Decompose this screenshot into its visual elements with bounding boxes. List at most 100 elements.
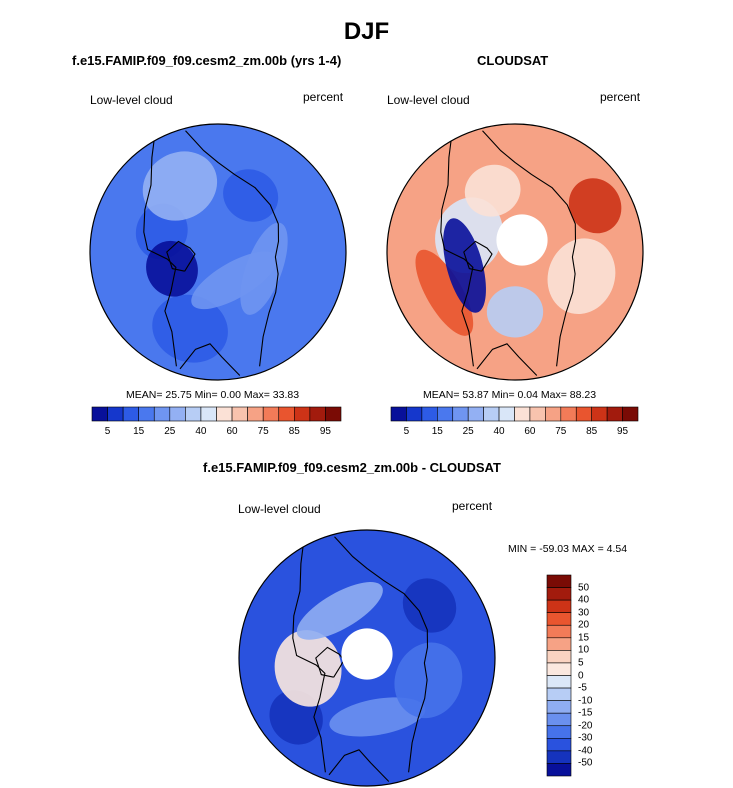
colorbar-tick-label: 95 [617,426,629,437]
coastline [440,141,474,367]
colorbar-swatch [437,406,454,422]
colorbar-tick-label: 40 [195,426,207,437]
colorbar-tick-label: 25 [164,426,176,437]
colorbar-swatch [231,406,248,422]
panel-obs-stats: MEAN= 53.87 Min= 0.04 Max= 88.23 [423,389,597,401]
colorbar-swatch [406,406,423,422]
coastline [315,646,345,678]
colorbar-tick-label: 5 [403,426,410,437]
colorbar-tick-label: 95 [319,426,331,437]
colorbar-swatch [546,599,572,613]
coastline [179,343,241,376]
colorbar-tick-label: 60 [524,426,536,437]
colorbar-swatch [200,406,217,422]
map-field-base [239,530,495,786]
colorbar-tick-label: -15 [578,707,593,719]
colorbar-swatch [262,406,280,422]
map-field-patch [296,582,383,640]
colorbar-tick-label: -30 [578,732,593,744]
map-field-patch [394,642,463,719]
colorbar-swatch [546,624,572,639]
colorbar-tick-label: 30 [578,607,590,619]
colorbar-swatch [390,406,407,422]
coastline [166,240,196,272]
map-field-patch [402,578,457,633]
colorbar-tick-label: 75 [555,426,567,437]
map-field-patch [135,203,188,260]
colorbar-tick-label: 15 [431,426,443,437]
coastline [476,343,538,376]
colorbar-swatch [138,406,155,422]
colorbar-swatch [185,406,202,422]
colorbar-swatch [247,406,264,422]
colorbar-tick-label: 75 [257,426,269,437]
colorbar-swatch [546,687,572,701]
colorbar-tick-label: 25 [462,426,474,437]
colorbar-tick-label: 20 [578,619,590,631]
polar-hole [496,214,548,266]
colorbar-swatch [546,612,572,626]
colorbar-swatch [560,406,577,422]
polar-hole [341,628,393,680]
colorbar-tick-label: -10 [578,695,593,707]
colorbar-tick-label: 10 [578,644,590,656]
map-border [89,123,347,381]
colorbar-swatch [546,763,572,777]
colorbar-swatch [309,406,326,422]
colorbar-tick-label: 85 [288,426,300,437]
colorbar-swatch [278,406,295,422]
colorbar-swatch [325,406,342,422]
colorbar-tick-label: 15 [133,426,145,437]
colorbar-swatch [467,406,484,422]
colorbar-diff-ticks: 50 40 30 20 15 10 5 0 -5 -10 -15 -20 -30 -40 -50 [578,0,618,788]
colorbar-swatch [546,662,572,676]
colorbar-tick-label: 50 [578,582,590,594]
panel-obs-units-label: percent [600,90,641,104]
colorbar-tick-label: -50 [578,757,593,769]
colorbar-tick-label: 40 [578,594,590,606]
colorbar-swatch [216,406,233,422]
panel-model-title: f.e15.FAMIP.f09_f09.cesm2_zm.00b (yrs 1-… [72,53,342,68]
colorbar-model-ticks: 5 15 25 40 60 75 85 95 [0,426,733,440]
coastline [292,547,326,773]
coastline [328,749,390,782]
coastline [143,141,177,367]
colorbar-swatch [545,406,562,422]
colorbar-swatch [546,700,572,714]
map-field-patch [274,630,342,707]
panel-model-stats: MEAN= 25.75 Min= 0.00 Max= 33.83 [126,389,300,401]
panel-model-units-label: percent [303,90,344,104]
colorbar-swatch [452,406,469,422]
coastline [463,240,493,272]
figure-title: DJF [343,18,390,45]
map-field-patch [464,164,521,217]
colorbar-swatch [107,406,124,422]
colorbar-tick-label: -20 [578,720,593,732]
colorbar-swatch [546,650,572,664]
map-field-patch [152,294,228,363]
colorbar-swatch [546,750,572,764]
colorbar-swatch [153,406,171,422]
colorbar-swatch [546,574,572,588]
colorbar-swatch [498,406,515,422]
panel-diff-stats: MIN = -59.03 MAX = 4.54 [508,543,628,555]
colorbar-tick-label: 5 [578,657,584,669]
panel-model-variable-label: Low-level cloud [90,93,173,107]
map-field-patch [191,251,278,310]
map-field-patch [146,240,198,297]
colorbar-swatch [91,406,108,422]
map-field-patch [142,151,218,221]
colorbar-swatch [546,725,572,739]
colorbar-swatch [529,406,546,422]
colorbar-tick-label: 60 [226,426,238,437]
coastline [482,130,577,367]
panel-diff-title: f.e15.FAMIP.f09_f09.cesm2_zm.00b - CLOUD… [203,460,501,475]
colorbar-swatch [122,406,139,422]
panel-obs-variable-label: Low-level cloud [387,93,470,107]
map-field-patch [269,690,323,745]
